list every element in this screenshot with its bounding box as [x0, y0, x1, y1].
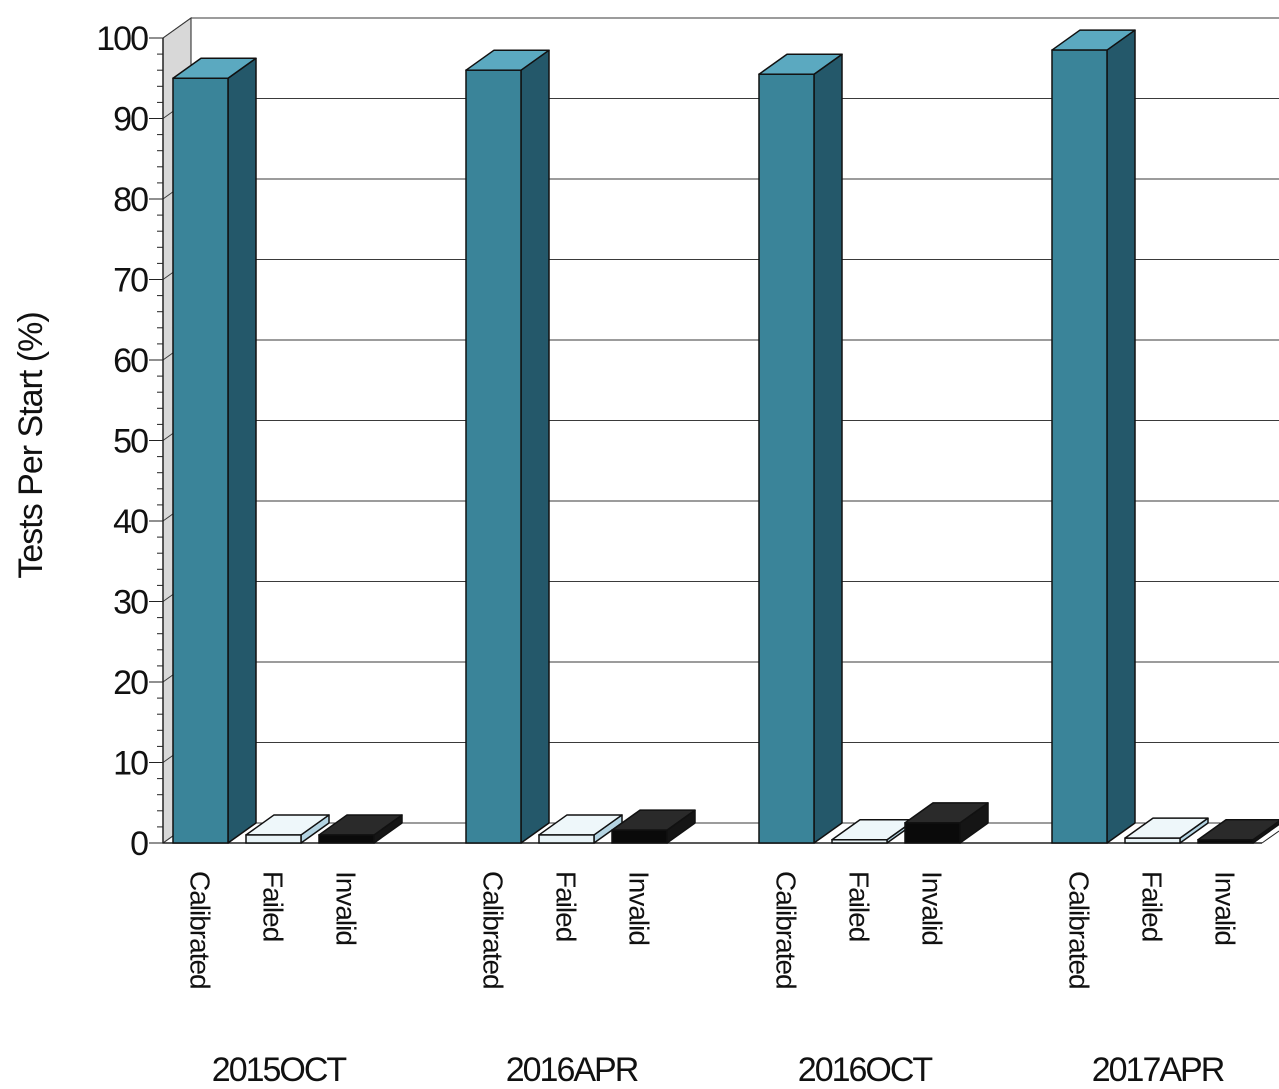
- category-label: Failed: [844, 871, 875, 941]
- y-axis: 0 10 20 30 40 50 60 70 80 90 100 Tests Per Start (%…: [12, 20, 164, 863]
- category-label: Failed: [551, 871, 582, 941]
- y-tick-label: 20: [113, 664, 148, 702]
- bar-2016apr-calibrated-front: [465, 69, 522, 844]
- y-tick-label: 0: [130, 825, 148, 863]
- category-label: Invalid: [331, 871, 362, 945]
- bar-2016apr-invalid: [611, 809, 696, 844]
- category-label: Calibrated: [185, 871, 216, 989]
- group-label: 2016OCT: [798, 1051, 933, 1089]
- bar-2016apr-failed: [538, 814, 623, 844]
- bar-2015oct-failed: [245, 814, 330, 844]
- bar-2017apr-failed: [1124, 817, 1209, 844]
- y-tick-label: 50: [113, 423, 148, 461]
- bar-2017apr-calibrated-side: [1106, 29, 1136, 844]
- bar-2015oct-failed-front: [245, 834, 302, 844]
- y-tick-label: 70: [113, 262, 148, 300]
- bar-2017apr-invalid: [1197, 819, 1279, 844]
- y-tick-label: 90: [113, 101, 148, 139]
- group-label: 2016APR: [506, 1051, 638, 1089]
- bar-2015oct-calibrated: [172, 57, 257, 844]
- category-label: Calibrated: [771, 871, 802, 989]
- group-label: 2015OCT: [212, 1051, 347, 1089]
- bar-2015oct-calibrated-front: [172, 77, 229, 844]
- bar-2017apr-calibrated-front: [1051, 49, 1108, 844]
- bar-2016oct-invalid: [904, 802, 989, 844]
- bar-2017apr-calibrated: [1051, 29, 1136, 844]
- bar-2017apr-failed-front: [1124, 837, 1181, 844]
- bar-2015oct-invalid: [318, 814, 403, 844]
- bar-2016oct-calibrated: [758, 53, 843, 844]
- category-label: Calibrated: [478, 871, 509, 989]
- bars: [172, 29, 1279, 844]
- y-tick-label: 40: [113, 503, 148, 541]
- gridline-connector: [162, 17, 192, 39]
- bar-2017apr-invalid-front: [1197, 839, 1254, 844]
- bar-2016oct-failed-front: [831, 839, 888, 844]
- bar-2016oct-calibrated-side: [813, 53, 843, 844]
- category-label: Failed: [1137, 871, 1168, 941]
- floor-right-edge: [1261, 830, 1279, 844]
- y-axis-title: Tests Per Start (%): [12, 312, 50, 578]
- category-label: Failed: [258, 871, 289, 941]
- group-label: 2017APR: [1092, 1051, 1224, 1089]
- bar-2016oct-calibrated-front: [758, 73, 815, 844]
- category-label: Invalid: [624, 871, 655, 945]
- bar-2016oct-invalid-front: [904, 822, 961, 844]
- category-label: Invalid: [917, 871, 948, 945]
- bar-2016apr-calibrated-side: [520, 49, 550, 844]
- bar-2016apr-calibrated: [465, 49, 550, 844]
- bar-2015oct-calibrated-side: [227, 57, 257, 844]
- y-tick-label: 10: [113, 745, 148, 783]
- labels: Calibrated Failed Invalid 2015OCT Calibrated…: [185, 871, 1241, 1089]
- bar-2016apr-invalid-front: [611, 829, 668, 844]
- y-tick-label: 100: [96, 20, 148, 58]
- y-tick-label: 30: [113, 584, 148, 622]
- category-label: Calibrated: [1064, 871, 1095, 989]
- bar-2015oct-invalid-front: [318, 834, 375, 844]
- y-tick-label: 60: [113, 342, 148, 380]
- category-label: Invalid: [1210, 871, 1241, 945]
- y-tick-label: 80: [113, 181, 148, 219]
- bar-2016apr-failed-front: [538, 834, 595, 844]
